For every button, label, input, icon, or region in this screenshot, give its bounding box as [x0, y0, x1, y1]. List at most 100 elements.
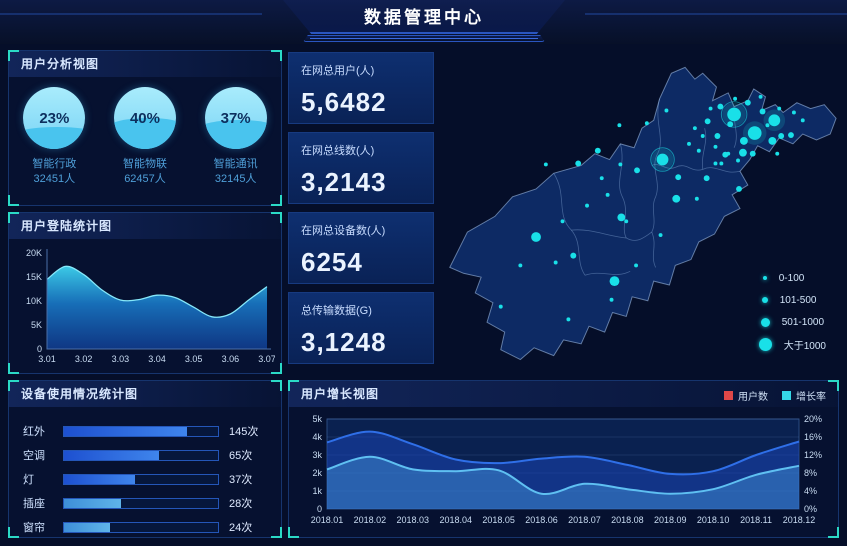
svg-text:3.06: 3.06	[222, 354, 240, 364]
bar-row: 空调 65次	[23, 443, 267, 467]
gauge-group: 23% 智能行政 32451人 40% 智能物联 62457人	[9, 87, 281, 187]
header-decoration	[303, 35, 545, 42]
svg-text:1k: 1k	[312, 486, 322, 496]
stat-label: 总传输数据(G)	[301, 305, 372, 317]
stat-card-total-data: 总传输数据(G) 3,1248	[288, 292, 434, 364]
corner-decoration	[271, 527, 282, 538]
gauge-percent: 23%	[39, 109, 70, 127]
gauge-wave	[204, 119, 267, 149]
svg-text:16%: 16%	[804, 432, 822, 442]
bar-track	[63, 521, 219, 533]
bar-label: 灯	[23, 474, 34, 486]
bar-track	[63, 449, 219, 461]
svg-text:3.01: 3.01	[38, 354, 56, 364]
svg-text:2018.08: 2018.08	[611, 515, 644, 525]
svg-text:0: 0	[317, 504, 322, 514]
corner-decoration	[271, 212, 282, 223]
bar-value: 145次	[229, 426, 259, 438]
header-title-plate: 数据管理中心	[283, 0, 565, 34]
panel-title: 用户登陆统计图	[9, 213, 281, 239]
bar-row: 插座 28次	[23, 491, 267, 515]
legend-swatch-icon	[782, 391, 791, 400]
svg-text:0%: 0%	[804, 504, 817, 514]
bar-label: 窗帘	[23, 522, 45, 534]
corner-decoration	[8, 212, 19, 223]
legend-dot-icon	[761, 297, 768, 303]
corner-decoration	[828, 380, 839, 391]
stat-label: 在网总线数(人)	[301, 145, 375, 157]
bar-label: 插座	[23, 498, 45, 510]
bar-value: 24次	[229, 522, 253, 534]
map-inner-borders	[553, 98, 741, 276]
bar-row: 红外 145次	[23, 419, 267, 443]
svg-text:3.03: 3.03	[112, 354, 130, 364]
svg-text:2018.09: 2018.09	[654, 515, 687, 525]
panel-user-growth: 用户增长视图 用户数 增长率 0 0% 1k 4% 2k 8% 3k 12% 4k 16% 5k 20…	[288, 380, 839, 538]
bar-value: 37次	[229, 474, 253, 486]
corner-decoration	[828, 527, 839, 538]
liquid-gauge: 40%	[113, 87, 176, 149]
login-area-chart[interactable]: 0 5K 10K 15K 20K 3.01 3.02 3.03 3.04 3.05 3.06 3.07	[17, 243, 275, 371]
svg-text:4k: 4k	[312, 432, 322, 442]
svg-text:20%: 20%	[804, 414, 822, 424]
svg-text:2018.05: 2018.05	[482, 515, 515, 525]
stat-value: 5,6482	[301, 87, 387, 117]
growth-chart-legend: 用户数 增长率	[724, 388, 826, 403]
bar-fill	[64, 474, 135, 484]
bar-row: 灯 37次	[23, 467, 267, 491]
bar-fill	[64, 426, 188, 436]
stat-value: 6254	[301, 247, 363, 277]
header: 数据管理中心	[0, 0, 847, 44]
stat-label: 在网总用户(人)	[301, 65, 375, 77]
bar-value: 65次	[229, 450, 253, 462]
svg-text:2018.11: 2018.11	[740, 515, 772, 525]
panel-login-stats: 用户登陆统计图 0 5K 10K 15K 20K 3.01 3.02 3.03 3.04 3.05…	[8, 212, 282, 374]
svg-text:2k: 2k	[312, 468, 322, 478]
svg-text:4%: 4%	[804, 486, 817, 496]
corner-decoration	[271, 380, 282, 391]
gauge-percent: 37%	[220, 109, 251, 127]
liquid-gauge: 37%	[204, 87, 267, 149]
panel-title: 用户分析视图	[9, 51, 281, 77]
stat-value: 3,2143	[301, 167, 387, 197]
gauge-label: 智能物联 62457人	[122, 158, 167, 185]
svg-text:3.02: 3.02	[75, 354, 93, 364]
map-legend-item: 501-1000	[758, 311, 826, 333]
corner-decoration	[8, 195, 19, 206]
svg-text:20K: 20K	[26, 248, 42, 258]
region-bubble-map[interactable]: 0-100 101-500 501-1000 大于1000	[438, 48, 840, 375]
bar-track	[63, 473, 219, 485]
map-svg[interactable]	[438, 48, 840, 375]
gauge-item: 37% 智能通讯 32145人	[191, 87, 281, 187]
svg-text:12%: 12%	[804, 450, 822, 460]
corner-decoration	[8, 50, 19, 61]
gauge-wave	[113, 118, 176, 149]
growth-area-chart[interactable]: 0 0% 1k 4% 2k 8% 3k 12% 4k 16% 5k 20% 2018.01 2018.02…	[297, 409, 834, 535]
corner-decoration	[271, 363, 282, 374]
header-line-right	[585, 13, 847, 15]
svg-text:2018.01: 2018.01	[311, 515, 344, 525]
device-bar-list: 红外 145次空调 65次灯 37次插座 28次窗帘 24次	[9, 407, 281, 539]
corner-decoration	[8, 527, 19, 538]
gauge-label: 智能行政 32451人	[32, 158, 77, 185]
bar-row: 窗帘 24次	[23, 515, 267, 539]
map-legend: 0-100 101-500 501-1000 大于1000	[758, 267, 826, 355]
gauge-wave	[23, 127, 86, 149]
corner-decoration	[8, 380, 19, 391]
svg-text:3k: 3k	[312, 450, 322, 460]
svg-text:3.07: 3.07	[258, 354, 275, 364]
map-legend-item: 大于1000	[758, 333, 826, 355]
svg-text:15K: 15K	[26, 272, 42, 282]
svg-text:5k: 5k	[312, 414, 322, 424]
bar-fill	[64, 450, 160, 460]
header-line-left	[0, 13, 262, 15]
map-legend-item: 0-100	[758, 267, 826, 289]
svg-text:3.04: 3.04	[148, 354, 166, 364]
map-legend-item: 101-500	[758, 289, 826, 311]
bar-label: 空调	[23, 450, 45, 462]
gauge-item: 40% 智能物联 62457人	[100, 87, 190, 187]
liquid-gauge: 23%	[23, 87, 86, 149]
gauge-percent: 40%	[129, 109, 160, 127]
corner-decoration	[8, 363, 19, 374]
